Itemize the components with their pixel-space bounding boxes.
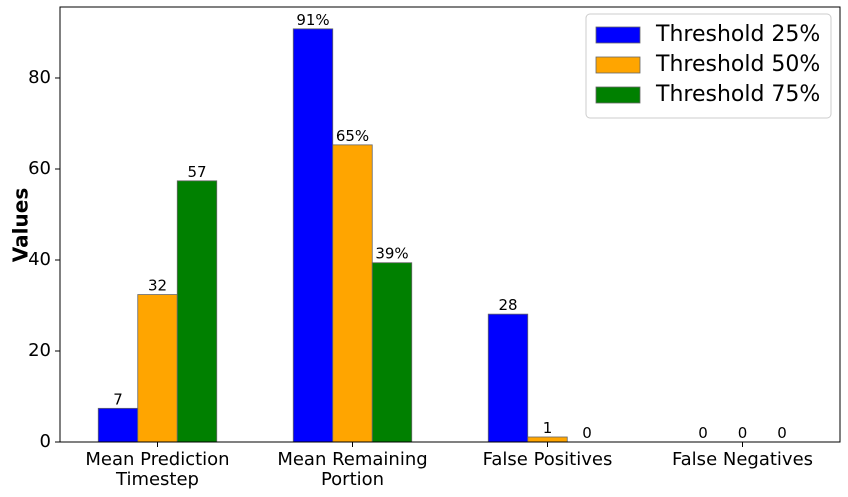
y-tick-label: 0 bbox=[40, 431, 51, 452]
y-tick-label: 60 bbox=[28, 158, 51, 179]
x-tick-label: False Negatives bbox=[672, 449, 813, 470]
value-label: 39% bbox=[375, 245, 408, 263]
y-tick-label: 80 bbox=[28, 67, 51, 88]
value-label: 32 bbox=[148, 277, 167, 295]
value-label: 0 bbox=[582, 424, 592, 442]
bar bbox=[176, 180, 218, 443]
value-label: 65% bbox=[336, 127, 369, 145]
bar bbox=[487, 313, 529, 443]
bar bbox=[527, 436, 568, 443]
bar bbox=[137, 294, 178, 443]
x-tick-label: Mean Remaining Portion bbox=[277, 449, 427, 490]
x-tick-label: False Positives bbox=[483, 449, 613, 470]
y-tick-label: 20 bbox=[28, 340, 51, 361]
plot-frame bbox=[59, 6, 841, 443]
value-label: 91% bbox=[296, 11, 329, 29]
legend-box bbox=[585, 13, 832, 119]
legend-swatch bbox=[595, 26, 641, 44]
x-tick-label: Mean Prediction Timestep bbox=[85, 449, 229, 490]
value-label: 1 bbox=[543, 419, 553, 437]
legend-label: Threshold 25% bbox=[655, 22, 820, 47]
value-label: 7 bbox=[113, 390, 123, 408]
legend: Threshold 25% Threshold 50% Threshold 75% bbox=[585, 13, 832, 119]
bar bbox=[97, 407, 139, 443]
value-label: 28 bbox=[498, 296, 517, 314]
legend-label: Threshold 50% bbox=[655, 52, 820, 77]
legend-label: Threshold 75% bbox=[655, 82, 820, 107]
bar bbox=[332, 144, 373, 443]
y-tick-label: 40 bbox=[28, 249, 51, 270]
value-label: 0 bbox=[698, 424, 708, 442]
bar bbox=[371, 262, 413, 443]
legend-swatch bbox=[595, 86, 641, 104]
value-label: 0 bbox=[738, 424, 748, 442]
bar bbox=[292, 28, 334, 443]
value-label: 57 bbox=[187, 163, 206, 181]
y-axis-label: Values bbox=[9, 188, 33, 262]
legend-swatch bbox=[595, 56, 641, 74]
value-label: 0 bbox=[777, 424, 787, 442]
